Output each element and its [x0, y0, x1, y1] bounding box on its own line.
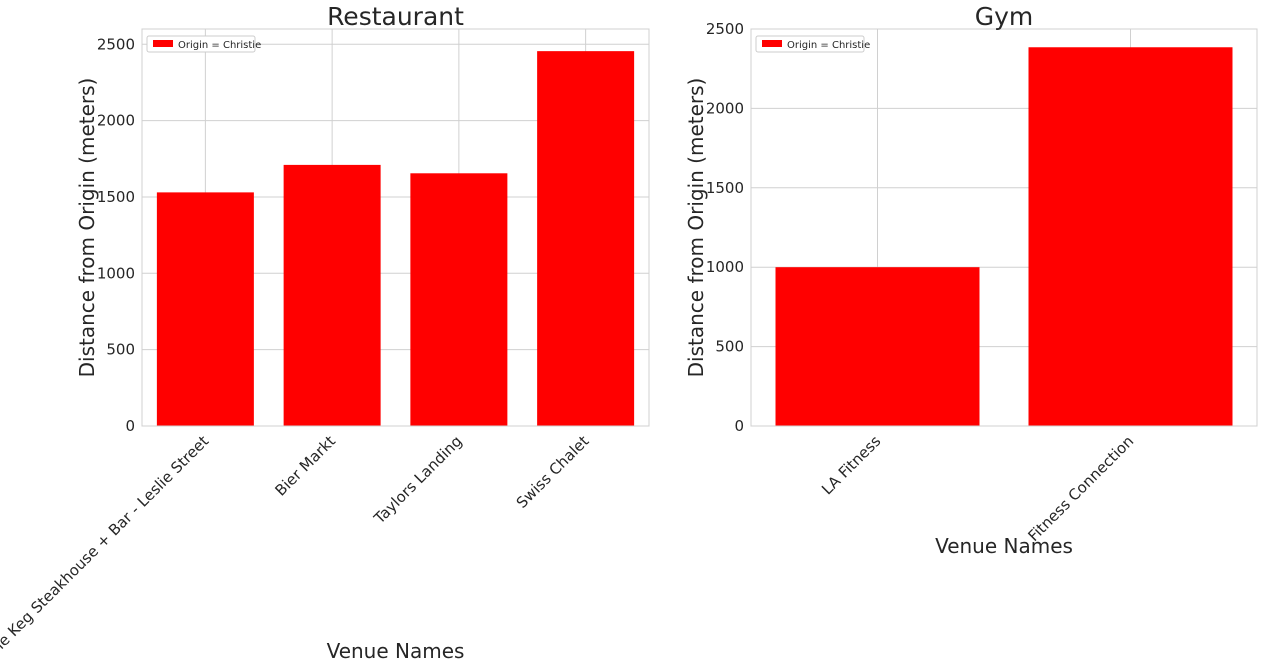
- restaurant-legend-box: [146, 35, 256, 53]
- x-tick-label: LA Fitness: [818, 432, 884, 498]
- gym-y-ticks: 0 500 1000 1500 2000 2500: [706, 20, 744, 435]
- bar-restaurant-3: [537, 51, 635, 427]
- bar-restaurant-1: [283, 164, 381, 426]
- y-tick-label: 500: [715, 338, 744, 356]
- y-tick-label: 0: [125, 417, 135, 435]
- x-tick-label: Taylors Landing: [370, 432, 466, 528]
- restaurant-x-ticks: The Keg Steakhouse + Bar - Leslie Street…: [0, 432, 593, 664]
- y-tick-label: 2500: [97, 35, 135, 53]
- gym-bars: [775, 47, 1233, 427]
- y-tick-label: 2000: [97, 112, 135, 130]
- y-tick-label: 500: [106, 341, 135, 359]
- restaurant-chart: 0 500 1000 1500 2000 2500 The Keg Steakhouse …: [0, 2, 650, 664]
- gym-x-ticks: LA Fitness Fitness Connection: [818, 432, 1137, 545]
- bar-restaurant-0: [156, 192, 254, 426]
- restaurant-legend-swatch: [153, 40, 173, 47]
- x-tick-label: Fitness Connection: [1024, 432, 1137, 545]
- y-tick-label: 1000: [706, 258, 744, 276]
- gym-x-axis-label: Venue Names: [935, 534, 1073, 558]
- restaurant-chart-title: Restaurant: [327, 2, 464, 31]
- restaurant-y-ticks: 0 500 1000 1500 2000 2500: [97, 35, 135, 435]
- gym-legend-swatch: [762, 40, 782, 47]
- y-tick-label: 0: [734, 417, 744, 435]
- gym-legend-box: [755, 35, 865, 53]
- restaurant-legend: Origin = Christie: [146, 35, 261, 53]
- gym-chart: 0 500 1000 1500 2000 2500 LA Fitness Fitness C…: [684, 2, 1258, 558]
- y-tick-label: 2000: [706, 99, 744, 117]
- bar-gym-0: [775, 267, 980, 426]
- bar-restaurant-2: [410, 173, 508, 426]
- y-tick-label: 1500: [97, 188, 135, 206]
- y-tick-label: 2500: [706, 20, 744, 38]
- x-tick-label: Swiss Chalet: [513, 432, 593, 512]
- restaurant-x-axis-label: Venue Names: [327, 639, 465, 663]
- gym-chart-title: Gym: [975, 2, 1034, 31]
- restaurant-bars: [156, 51, 635, 427]
- gym-plot-frame: [750, 28, 1258, 427]
- gym-legend-label: Origin = Christie: [787, 40, 870, 51]
- bar-gym-1: [1028, 47, 1233, 427]
- gym-y-axis-label: Distance from Origin (meters): [684, 78, 708, 378]
- x-tick-label: The Keg Steakhouse + Bar - Leslie Street: [0, 432, 212, 664]
- y-tick-label: 1500: [706, 179, 744, 197]
- gym-legend: Origin = Christie: [755, 35, 870, 53]
- restaurant-plot-frame: [141, 28, 650, 427]
- y-tick-label: 1000: [97, 264, 135, 282]
- restaurant-y-axis-label: Distance from Origin (meters): [75, 78, 99, 378]
- restaurant-legend-label: Origin = Christie: [178, 40, 261, 51]
- x-tick-label: Bier Markt: [271, 432, 339, 500]
